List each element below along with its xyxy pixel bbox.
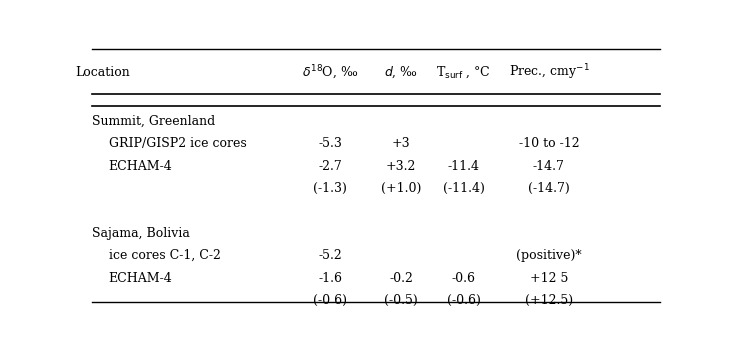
Text: -11.4: -11.4 bbox=[448, 160, 479, 173]
Text: -14.7: -14.7 bbox=[533, 160, 565, 173]
Text: Sajama, Bolivia: Sajama, Bolivia bbox=[92, 227, 190, 240]
Text: ECHAM-4: ECHAM-4 bbox=[108, 272, 172, 285]
Text: -10 to -12: -10 to -12 bbox=[519, 137, 579, 150]
Text: (-14.7): (-14.7) bbox=[528, 182, 570, 195]
Text: -5.2: -5.2 bbox=[318, 249, 342, 262]
Text: T$_{\rm surf}$ , °C: T$_{\rm surf}$ , °C bbox=[436, 65, 491, 80]
Text: (+12.5): (+12.5) bbox=[525, 294, 573, 307]
Text: -1.6: -1.6 bbox=[318, 272, 342, 285]
Text: (positive)*: (positive)* bbox=[516, 249, 582, 262]
Text: -5.3: -5.3 bbox=[318, 137, 342, 150]
Text: $\delta^{18}$O, ‰: $\delta^{18}$O, ‰ bbox=[302, 64, 358, 82]
Text: -0.6: -0.6 bbox=[452, 272, 476, 285]
Text: +3.2: +3.2 bbox=[386, 160, 416, 173]
Text: GRIP/GISP2 ice cores: GRIP/GISP2 ice cores bbox=[108, 137, 246, 150]
Text: (-0.5): (-0.5) bbox=[384, 294, 418, 307]
Text: (-0 6): (-0 6) bbox=[313, 294, 347, 307]
Text: Prec., cmy$^{-1}$: Prec., cmy$^{-1}$ bbox=[509, 63, 589, 82]
Text: (-0.6): (-0.6) bbox=[447, 294, 481, 307]
Text: +3: +3 bbox=[392, 137, 410, 150]
Text: ice cores C-1, C-2: ice cores C-1, C-2 bbox=[108, 249, 221, 262]
Text: Location: Location bbox=[75, 66, 130, 79]
Text: -0.2: -0.2 bbox=[389, 272, 413, 285]
Text: +12 5: +12 5 bbox=[530, 272, 568, 285]
Text: Summit, Greenland: Summit, Greenland bbox=[92, 115, 215, 128]
Text: $d$, ‰: $d$, ‰ bbox=[384, 65, 419, 80]
Text: (-1.3): (-1.3) bbox=[313, 182, 347, 195]
Text: ECHAM-4: ECHAM-4 bbox=[108, 160, 172, 173]
Text: (-11.4): (-11.4) bbox=[443, 182, 485, 195]
Text: (+1.0): (+1.0) bbox=[381, 182, 421, 195]
Text: -2.7: -2.7 bbox=[318, 160, 342, 173]
